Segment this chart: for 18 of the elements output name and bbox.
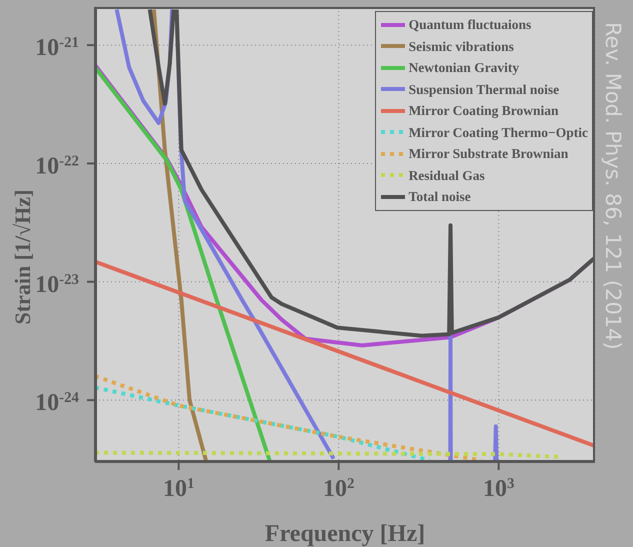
y-tick-label: 10$^{-24}$ <box>35 390 80 416</box>
legend-label: Mirror Coating Brownian <box>408 102 559 120</box>
legend-label: Total noise <box>408 188 471 206</box>
legend-label: Mirror Coating Thermo−Optic <box>408 124 588 142</box>
legend-label: Residual Gas <box>408 166 485 184</box>
x-tick-label: 10$^{2}$ <box>322 476 354 502</box>
y-tick-label: 10$^{-22}$ <box>35 153 79 180</box>
legend-label: Seismic vibrations <box>408 38 514 56</box>
x-axis-title: Frequency [Hz] <box>264 521 426 547</box>
legend-label: Mirror Substrate Brownian <box>408 145 568 163</box>
legend-label: Suspension Thermal noise <box>408 80 560 99</box>
y-tick-label: 10$^{-21}$ <box>35 35 79 62</box>
x-tick-label: 10$^{3}$ <box>482 476 514 502</box>
legend-label: Quantum fluctuaions <box>408 16 532 34</box>
y-axis-title: Strain [1/√Hz] <box>10 190 35 324</box>
y-tick-label: 10$^{-23}$ <box>35 272 79 298</box>
x-tick-label: 10$^{1}$ <box>162 476 194 502</box>
legend-label: Newtonian Gravity <box>408 59 520 77</box>
